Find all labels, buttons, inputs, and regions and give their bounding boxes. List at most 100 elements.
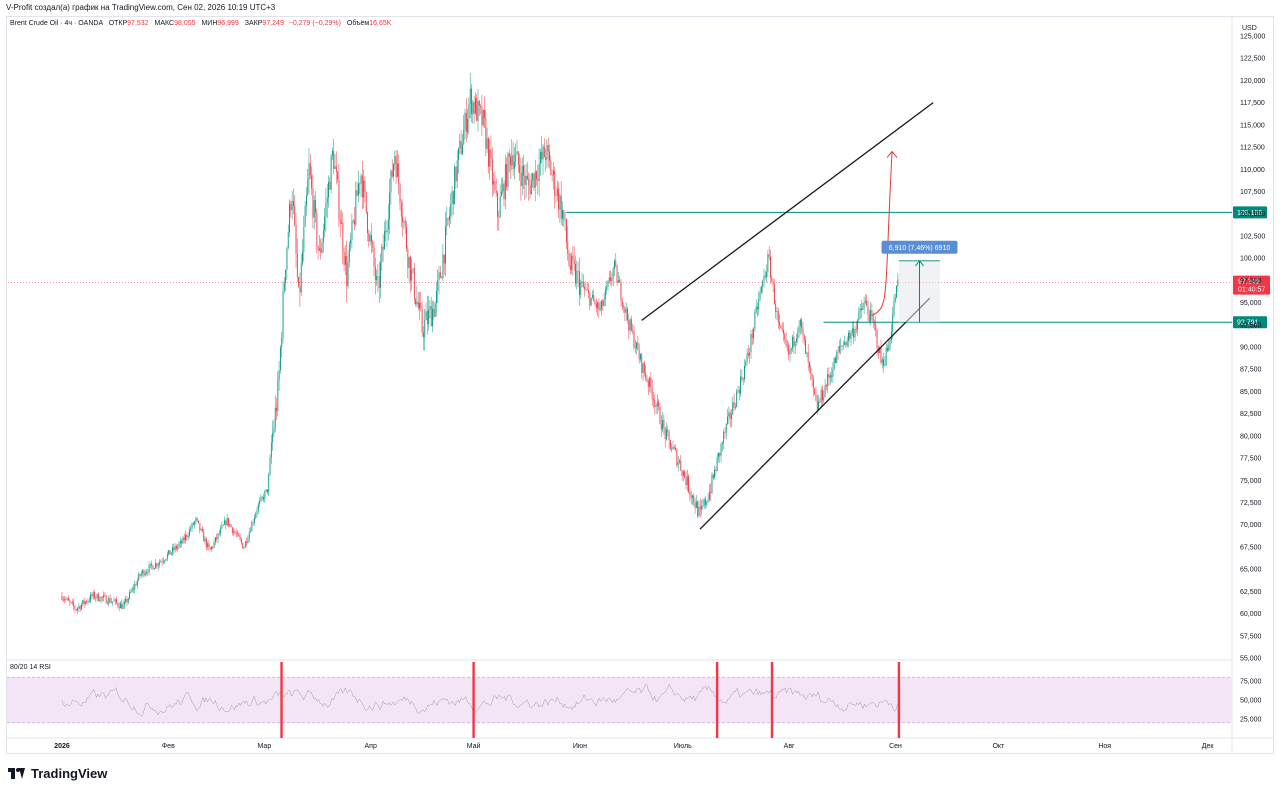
- candle-body: [399, 184, 401, 204]
- candle-body: [333, 150, 335, 169]
- channel-trend-line[interactable]: [699, 297, 931, 530]
- candle-body: [179, 540, 181, 544]
- candle-body: [319, 248, 320, 251]
- candle-body: [382, 246, 384, 250]
- candle-body: [495, 190, 497, 194]
- candle-body: [125, 599, 127, 603]
- candle-body: [248, 532, 250, 539]
- candle-body: [783, 330, 784, 334]
- candle-body: [491, 158, 493, 185]
- candle-body: [822, 389, 823, 401]
- candle-body: [103, 595, 104, 598]
- candle-body: [433, 308, 435, 317]
- candle-body: [285, 269, 287, 284]
- rsi-tick-label: 75,000: [1240, 679, 1262, 686]
- candle-body: [792, 336, 793, 349]
- candle-body: [142, 570, 144, 574]
- candle-body: [625, 308, 627, 313]
- candle-body: [571, 255, 573, 270]
- candle-body: [168, 550, 170, 554]
- candle-body: [767, 254, 769, 272]
- low-label: МИН: [201, 20, 218, 27]
- candle-body: [703, 499, 705, 506]
- candle-body: [291, 201, 293, 211]
- chart-caption: V-Profit создал(а) график на TradingView…: [6, 3, 276, 12]
- candle-body: [123, 602, 125, 605]
- channel-trend-line[interactable]: [641, 102, 934, 321]
- candle-body: [261, 497, 263, 498]
- candle-body: [640, 354, 641, 360]
- candle-body: [699, 506, 701, 509]
- candle-body: [488, 138, 489, 167]
- projection-arrow[interactable]: [871, 151, 893, 317]
- candle-body: [233, 531, 235, 533]
- y-tick-label: 107,500: [1240, 189, 1265, 196]
- candle-body: [105, 595, 107, 604]
- candle-body: [738, 390, 740, 394]
- x-tick-label: Фев: [162, 743, 175, 750]
- candle-body: [144, 573, 146, 576]
- candle-body: [532, 173, 534, 181]
- candle-body: [829, 375, 831, 379]
- candle-body: [71, 602, 73, 603]
- candle-body: [851, 328, 853, 333]
- candle-body: [416, 301, 418, 305]
- candle-body: [606, 286, 608, 290]
- candle-body: [337, 171, 339, 180]
- candle-body: [293, 201, 294, 207]
- y-tick-label: 55,000: [1240, 656, 1262, 663]
- candle-body: [403, 221, 405, 223]
- candle-body: [796, 338, 797, 342]
- candle-body: [281, 337, 283, 348]
- candle-body: [338, 179, 340, 220]
- candle-body: [646, 378, 648, 382]
- candle-body: [116, 599, 117, 603]
- close-value: 97,249: [262, 20, 284, 27]
- symbol-name[interactable]: Brent Crude Oil · 4ч · OANDA: [10, 20, 103, 27]
- candle-body: [577, 270, 579, 272]
- candle-body: [312, 188, 314, 218]
- candle-body: [442, 254, 444, 278]
- current-price-tag[interactable]: [1233, 275, 1270, 295]
- x-tick-label: Сен: [889, 743, 902, 750]
- candle-body: [456, 160, 458, 182]
- candle-body: [511, 155, 513, 166]
- y-tick-label: 117,500: [1240, 100, 1265, 107]
- candle-body: [788, 344, 790, 355]
- candle-body: [178, 543, 180, 547]
- candle-body: [749, 352, 751, 356]
- candle-body: [594, 301, 596, 304]
- candle-body: [835, 357, 836, 364]
- candle-body: [604, 289, 606, 300]
- candle-body: [675, 448, 676, 450]
- candle-body: [276, 407, 277, 412]
- candle-body: [295, 224, 297, 254]
- candle-body: [308, 163, 310, 180]
- candle-body: [152, 565, 154, 570]
- candle-body: [220, 528, 222, 534]
- candle-body: [70, 601, 72, 603]
- candle-body: [621, 300, 623, 307]
- horizontal-level-tag[interactable]: [1233, 206, 1267, 219]
- candle-body: [693, 495, 695, 503]
- candle-body: [595, 303, 597, 309]
- candle-body: [556, 188, 558, 197]
- candle-body: [838, 346, 840, 352]
- candle-body: [881, 359, 883, 363]
- candle-body: [110, 601, 112, 603]
- rsi-tick-label: 25,000: [1240, 717, 1262, 724]
- candle-body: [723, 431, 725, 443]
- candle-body: [771, 277, 773, 282]
- y-tick-label: 57,500: [1240, 633, 1262, 640]
- candle-body: [784, 333, 786, 340]
- symbol-info: Brent Crude Oil · 4ч · OANDA ОТКР97,532 …: [10, 20, 391, 27]
- candle-body: [664, 427, 666, 440]
- rsi-indicator-label[interactable]: 80/20 14 RSI: [10, 664, 51, 671]
- candle-body: [172, 547, 173, 553]
- tradingview-logo[interactable]: TradingView: [8, 766, 107, 781]
- candle-body: [449, 215, 450, 220]
- candle-body: [745, 361, 747, 366]
- candle-body: [74, 606, 76, 610]
- horizontal-level-tag[interactable]: [1233, 316, 1267, 329]
